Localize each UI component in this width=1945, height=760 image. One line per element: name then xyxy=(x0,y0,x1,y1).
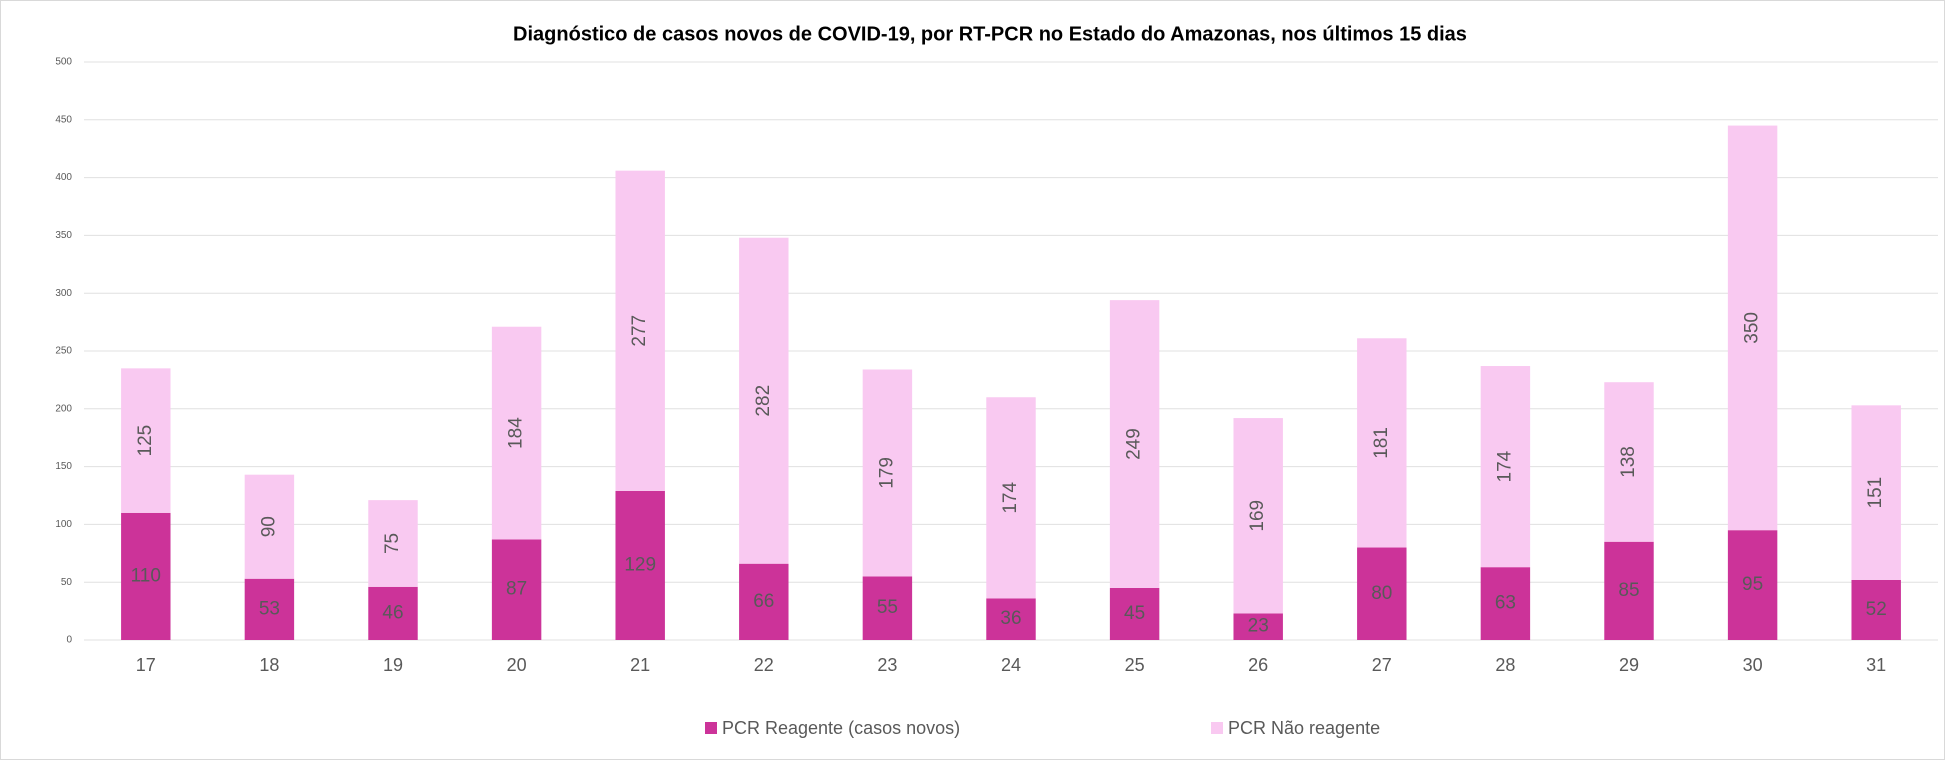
bar-segment xyxy=(244,578,295,640)
bar-segment xyxy=(1727,125,1778,531)
data-label: 350 xyxy=(1742,312,1763,344)
data-label: 181 xyxy=(1371,427,1392,459)
x-tick-label: 22 xyxy=(754,655,774,675)
data-label: 85 xyxy=(1618,580,1639,601)
bar-segment xyxy=(986,598,1036,640)
bar-segment xyxy=(121,368,171,513)
data-label: 53 xyxy=(259,598,280,619)
bar-segment xyxy=(739,237,789,564)
data-label: 174 xyxy=(1000,482,1021,514)
bar-segment xyxy=(1233,613,1283,640)
bar-segment xyxy=(1604,541,1654,640)
x-tick-label: 30 xyxy=(1743,655,1763,675)
y-tick-label: 350 xyxy=(55,230,72,241)
bar-segment xyxy=(986,397,1036,599)
data-label: 75 xyxy=(382,533,403,554)
y-tick-label: 100 xyxy=(55,519,72,530)
data-label: 174 xyxy=(1494,450,1515,482)
x-tick-label: 28 xyxy=(1495,655,1515,675)
bar-segment xyxy=(1851,579,1901,640)
bar-segment xyxy=(121,512,171,640)
bar-segment xyxy=(244,474,295,579)
y-tick-label: 500 xyxy=(55,57,72,68)
x-tick-label: 20 xyxy=(507,655,527,675)
bar-segment xyxy=(615,490,665,640)
x-tick-label: 18 xyxy=(259,655,279,675)
x-tick-label: 21 xyxy=(630,655,650,675)
y-tick-label: 250 xyxy=(55,346,72,357)
data-label: 179 xyxy=(876,457,897,489)
bar-segment xyxy=(862,576,913,640)
x-tick-label: 24 xyxy=(1001,655,1021,675)
data-label: 184 xyxy=(506,417,527,449)
data-label: 282 xyxy=(753,385,774,417)
x-tick-label: 29 xyxy=(1619,655,1639,675)
data-label: 277 xyxy=(629,315,650,347)
x-tick-label: 31 xyxy=(1866,655,1886,675)
data-label: 23 xyxy=(1248,616,1269,637)
x-tick-label: 23 xyxy=(877,655,897,675)
bar-segment xyxy=(1480,567,1531,640)
bar-segment xyxy=(862,369,913,577)
x-tick-label: 26 xyxy=(1248,655,1268,675)
data-label: 138 xyxy=(1618,446,1639,478)
data-label: 55 xyxy=(877,597,898,618)
legend-swatch xyxy=(705,722,717,734)
y-tick-label: 150 xyxy=(55,461,72,472)
x-tick-label: 27 xyxy=(1372,655,1392,675)
data-label: 90 xyxy=(258,516,279,537)
bar-segment xyxy=(739,563,789,640)
data-label: 125 xyxy=(135,425,156,457)
bar-segment xyxy=(615,170,665,491)
bar-segment xyxy=(1109,587,1160,640)
bar-segment xyxy=(491,326,542,540)
data-label: 249 xyxy=(1124,428,1145,460)
legend-swatch xyxy=(1211,722,1223,734)
x-tick-label: 19 xyxy=(383,655,403,675)
bar-segment xyxy=(1480,366,1531,568)
legend-label: PCR Reagente (casos novos) xyxy=(722,718,960,738)
data-label: 52 xyxy=(1866,599,1887,620)
data-label: 66 xyxy=(753,591,774,612)
bar-segment xyxy=(491,539,542,640)
data-label: 36 xyxy=(1000,608,1021,629)
data-label: 95 xyxy=(1742,574,1763,595)
data-label: 151 xyxy=(1865,477,1886,509)
legend-label: PCR Não reagente xyxy=(1228,718,1380,738)
data-label: 80 xyxy=(1371,583,1392,604)
bar-segment xyxy=(1357,547,1407,640)
data-label: 169 xyxy=(1247,500,1268,532)
bar-segment xyxy=(368,586,418,640)
y-tick-label: 450 xyxy=(55,114,72,125)
bar-segment xyxy=(368,500,418,587)
bar-segment xyxy=(1357,338,1407,548)
chart-title: Diagnóstico de casos novos de COVID-19, … xyxy=(513,23,1467,45)
bar-segment xyxy=(1727,530,1778,640)
x-tick-label: 17 xyxy=(136,655,156,675)
bar-segment xyxy=(1109,300,1160,588)
bar-segment xyxy=(1233,418,1283,614)
bar-segment xyxy=(1604,382,1654,542)
y-tick-label: 0 xyxy=(66,635,72,646)
data-label: 129 xyxy=(624,554,656,575)
x-tick-label: 25 xyxy=(1125,655,1145,675)
y-tick-label: 400 xyxy=(55,172,72,183)
y-tick-label: 300 xyxy=(55,288,72,299)
data-label: 46 xyxy=(382,602,403,623)
data-label: 87 xyxy=(506,579,527,600)
data-label: 45 xyxy=(1124,603,1145,624)
data-label: 63 xyxy=(1495,593,1516,614)
data-label: 110 xyxy=(131,565,161,586)
bar-segment xyxy=(1851,405,1901,580)
y-tick-label: 50 xyxy=(61,577,73,588)
y-tick-label: 200 xyxy=(55,403,72,414)
